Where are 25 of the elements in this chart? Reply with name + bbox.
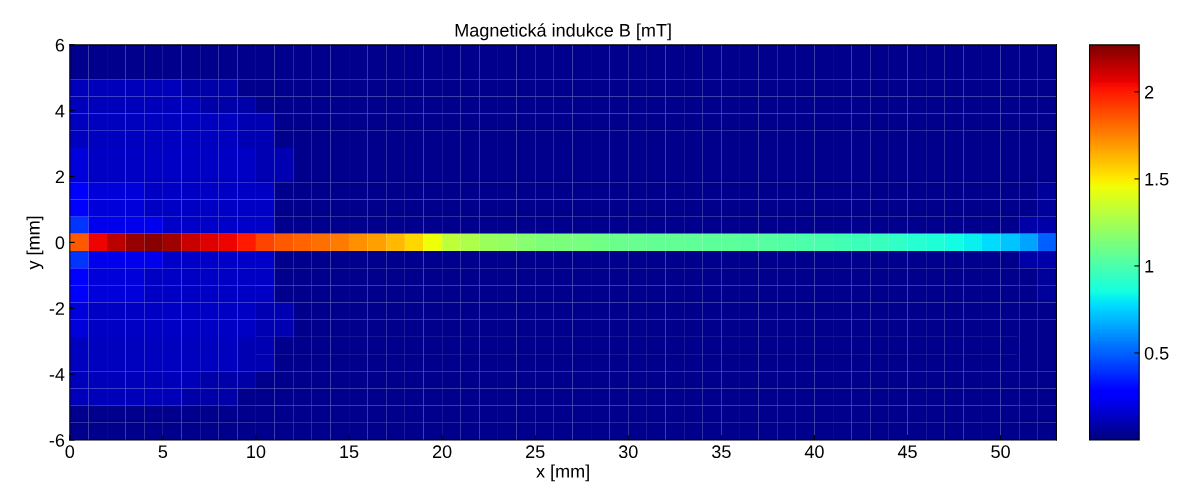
- x-tick-label: 0: [65, 445, 75, 459]
- y-tick-label: 2: [55, 170, 65, 184]
- color-bar-label: 1.5: [1145, 173, 1169, 186]
- color-bar-label: 1: [1145, 260, 1154, 273]
- x-tick-label: 40: [804, 445, 824, 459]
- x-tick-label: 35: [711, 445, 731, 459]
- color-bar-label: 0.5: [1144, 346, 1169, 360]
- x-tick-label: 30: [618, 445, 638, 459]
- y-axis-title: y [mm]: [26, 216, 44, 270]
- x-tick-label: 50: [991, 445, 1010, 459]
- y-tick-label: 6: [55, 38, 65, 52]
- x-axis-title: x [mm]: [536, 464, 589, 482]
- x-tick-label: 5: [158, 445, 168, 459]
- y-tick-label: -6: [49, 433, 65, 447]
- x-tick-label: 10: [247, 445, 266, 459]
- x-tick-label: 20: [432, 445, 452, 459]
- chart-title: Magnetická indukce B [mT]: [455, 23, 671, 41]
- y-tick-label: 0: [55, 236, 65, 250]
- y-tick-label: 4: [55, 104, 65, 118]
- x-tick-label: 45: [897, 445, 917, 459]
- y-tick-label: -4: [49, 368, 65, 381]
- y-tick-label: -2: [49, 302, 65, 315]
- color-bar-label: 2: [1145, 85, 1154, 99]
- x-tick-label: 25: [526, 445, 545, 459]
- x-tick-label: 15: [340, 445, 359, 459]
